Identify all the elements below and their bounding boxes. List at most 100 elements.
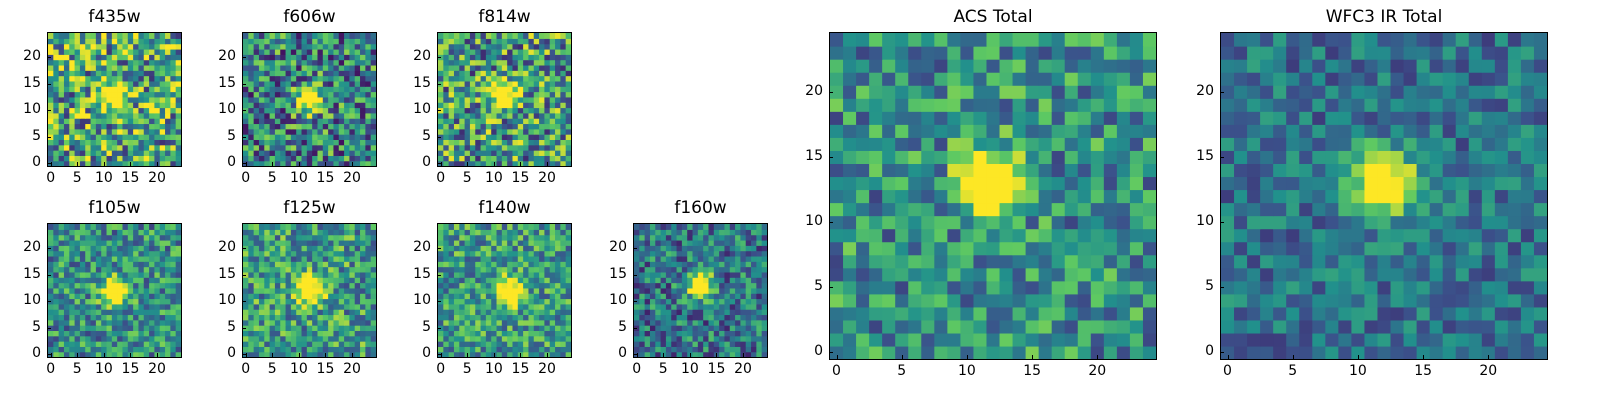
heatmap-cell: [48, 75, 54, 82]
heatmap-cell: [69, 277, 76, 284]
heatmap-cell: [973, 228, 988, 243]
heatmap-cell: [117, 123, 124, 130]
heatmap-cell: [756, 293, 763, 300]
heatmap-cell: [565, 150, 571, 156]
heatmap-cell: [560, 282, 567, 289]
heatmap-cell: [111, 86, 118, 93]
heatmap-cell: [53, 155, 60, 162]
heatmap-cell: [253, 314, 260, 321]
heatmap-cell: [649, 314, 656, 321]
heatmap-cell: [692, 282, 699, 289]
heatmap-cell: [697, 245, 704, 252]
heatmap-cell: [328, 48, 335, 55]
heatmap-cell: [501, 38, 508, 45]
heatmap-cell: [934, 228, 948, 243]
heatmap-cell: [322, 287, 329, 294]
heatmap-cell: [175, 160, 181, 166]
heatmap-cell: [365, 250, 372, 257]
heatmap-cell: [138, 229, 145, 236]
heatmap-cell: [501, 128, 508, 135]
heatmap-cell: [354, 112, 361, 119]
heatmap-cell: [856, 280, 870, 295]
heatmap-cell: [290, 91, 297, 98]
heatmap-cell: [496, 144, 503, 151]
heatmap-cell: [101, 38, 108, 45]
heatmap-cell: [349, 341, 356, 347]
heatmap-cell: [354, 245, 361, 252]
heatmap-cell: [549, 102, 556, 109]
panel-title: f140w: [478, 198, 531, 218]
heatmap-cell: [338, 48, 345, 55]
heatmap-cell: [101, 298, 108, 305]
heatmap-cell: [301, 250, 308, 257]
heatmap-cell: [464, 255, 471, 262]
heatmap-cell: [280, 224, 287, 230]
heatmap-cell: [555, 303, 561, 310]
heatmap-cell: [69, 309, 76, 316]
heatmap-cell: [1025, 345, 1040, 359]
heatmap-cell: [501, 75, 508, 82]
heatmap-cell: [523, 277, 530, 284]
heatmap-cell: [79, 91, 86, 98]
heatmap-cell: [58, 277, 65, 284]
heatmap-cell: [79, 38, 86, 45]
heatmap-cell: [1012, 241, 1027, 256]
heatmap-cell: [365, 38, 372, 45]
heatmap-cell: [761, 309, 767, 316]
heatmap-cell: [676, 245, 683, 252]
heatmap-cell: [485, 155, 492, 162]
heatmap-cell: [517, 255, 524, 262]
heatmap-cell: [349, 139, 356, 146]
heatmap-cell: [491, 112, 498, 119]
heatmap-cell: [459, 224, 466, 230]
heatmap-cell: [48, 128, 54, 135]
heatmap-cell: [708, 277, 715, 284]
heatmap-cell: [117, 293, 124, 300]
heatmap-cell: [719, 351, 726, 357]
heatmap-cell: [306, 134, 313, 140]
heatmap-cell: [143, 335, 150, 342]
heatmap-cell: [512, 298, 519, 305]
heatmap-cell: [127, 54, 134, 61]
y-tick-label: 10: [218, 101, 236, 118]
heatmap-cell: [349, 293, 356, 300]
heatmap-cell: [469, 118, 476, 125]
heatmap-cell: [165, 229, 171, 236]
heatmap-cell: [101, 282, 108, 289]
heatmap-cell: [660, 245, 667, 252]
heatmap-cell: [138, 54, 145, 61]
heatmap-cell: [480, 80, 487, 87]
heatmap-cell: [58, 64, 65, 71]
heatmap-cell: [475, 150, 482, 156]
heatmap-cell: [480, 255, 487, 262]
heatmap-cell: [507, 118, 514, 125]
heatmap-cell: [149, 314, 155, 321]
heatmap-cell: [312, 255, 319, 262]
heatmap-cell: [443, 239, 450, 246]
heatmap-cell: [496, 33, 503, 39]
heatmap-cell: [58, 86, 65, 93]
heatmap-cell: [154, 134, 161, 140]
heatmap-cell: [517, 277, 524, 284]
heatmap-cell: [170, 293, 177, 300]
heatmap-cell: [138, 282, 145, 289]
heatmap-cell: [453, 346, 460, 353]
heatmap-cell: [354, 102, 361, 109]
heatmap-cell: [719, 239, 726, 246]
heatmap-cell: [301, 298, 308, 305]
heatmap-cell: [528, 319, 535, 326]
heatmap-cell: [882, 228, 896, 243]
heatmap-cell: [127, 43, 134, 50]
heatmap-cell: [165, 234, 171, 241]
heatmap-cell: [328, 160, 335, 166]
heatmap-cell: [908, 189, 922, 204]
heatmap-cell: [328, 224, 335, 230]
heatmap-cell: [170, 314, 177, 321]
heatmap-cell: [159, 277, 166, 284]
heatmap-cell: [258, 96, 265, 103]
heatmap-cell: [1090, 345, 1105, 359]
heatmap-cell: [312, 33, 319, 39]
heatmap-cell: [317, 96, 324, 103]
heatmap-cell: [719, 309, 726, 316]
heatmap-cell: [687, 314, 694, 321]
